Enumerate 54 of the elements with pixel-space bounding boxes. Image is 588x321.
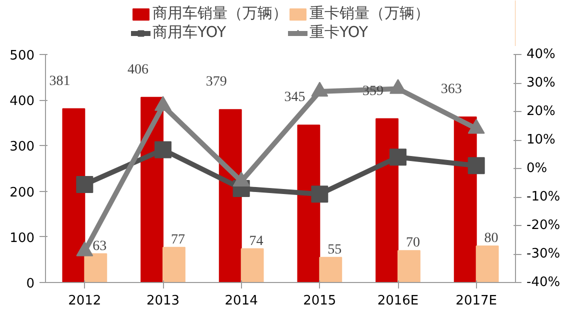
point xyxy=(468,118,485,134)
bar xyxy=(319,256,342,282)
x-tick-label: 2014 xyxy=(224,294,258,308)
point xyxy=(390,148,406,166)
data-label: 345 xyxy=(284,90,306,106)
x-tick-label: 2016E xyxy=(377,294,419,308)
data-label: 363 xyxy=(440,82,462,97)
legend-label: 商用车销量（万辆） xyxy=(152,4,288,23)
data-label: 379 xyxy=(206,74,227,90)
x-tick-label: 2017E xyxy=(456,294,497,308)
bar xyxy=(62,108,86,282)
y-tick-label: 500 xyxy=(10,48,35,64)
data-label: 63 xyxy=(92,238,107,254)
bar xyxy=(476,246,499,282)
y2-tick-label: 10% xyxy=(526,132,556,148)
y2-tick-label: 0% xyxy=(526,161,548,176)
y-tick-label: 100 xyxy=(10,230,35,246)
y-tick-label: 300 xyxy=(10,140,35,155)
y2-tick-label: 30% xyxy=(526,76,556,90)
bar xyxy=(162,246,186,282)
y-tick-label: 200 xyxy=(10,185,35,200)
data-label: 406 xyxy=(128,62,149,78)
point xyxy=(154,141,172,158)
data-label: 381 xyxy=(49,74,70,89)
point xyxy=(311,186,328,203)
y2-tick-label: 20% xyxy=(526,104,556,119)
bar xyxy=(84,253,108,282)
x-tick-label: 2015 xyxy=(303,294,336,308)
x-tick-label: 2013 xyxy=(146,294,180,308)
data-label: 74 xyxy=(249,234,264,249)
y2-tick-label: -40% xyxy=(526,275,560,290)
y2-tick-label: 40% xyxy=(526,47,556,62)
bar xyxy=(398,250,420,282)
data-label: 70 xyxy=(406,236,420,251)
y2-tick-label: -20% xyxy=(526,218,560,233)
point xyxy=(76,176,94,193)
legend-label: 商用车YOY xyxy=(152,23,226,42)
y2-tick-label: -10% xyxy=(526,190,560,204)
point xyxy=(154,96,172,111)
y2-tick-label: -30% xyxy=(526,246,560,262)
legend-label: 重卡YOY xyxy=(310,23,368,42)
data-label: 80 xyxy=(484,231,498,246)
point xyxy=(311,82,328,97)
x-tick-label: 2012 xyxy=(68,294,102,308)
bar xyxy=(240,248,264,282)
data-label: 55 xyxy=(328,242,342,258)
y-tick-label: 0 xyxy=(26,276,35,292)
point xyxy=(468,157,485,174)
bar xyxy=(297,124,320,282)
data-label: 77 xyxy=(170,232,185,248)
point xyxy=(390,78,406,94)
y-tick-label: 400 xyxy=(10,94,35,110)
bar xyxy=(376,118,398,282)
legend-label: 重卡销量（万辆） xyxy=(310,4,430,23)
